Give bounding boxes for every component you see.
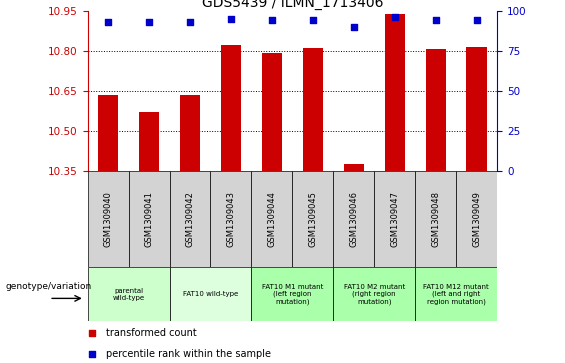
Text: FAT10 M1 mutant
(left region
mutation): FAT10 M1 mutant (left region mutation) xyxy=(262,284,323,305)
Text: GSM1309047: GSM1309047 xyxy=(390,191,399,247)
Text: FAT10 wild-type: FAT10 wild-type xyxy=(183,291,238,297)
Bar xyxy=(180,95,200,171)
Bar xyxy=(333,171,374,267)
Bar xyxy=(333,267,415,321)
Point xyxy=(349,24,358,30)
Text: GSM1309043: GSM1309043 xyxy=(227,191,236,247)
Bar xyxy=(467,47,487,171)
Bar xyxy=(139,112,159,171)
Bar xyxy=(88,171,129,267)
Bar xyxy=(415,171,457,267)
Bar xyxy=(385,13,405,171)
Bar xyxy=(374,171,415,267)
Bar xyxy=(129,171,170,267)
Text: GSM1309041: GSM1309041 xyxy=(145,191,154,246)
Point xyxy=(227,16,236,22)
Bar xyxy=(344,164,364,171)
Point xyxy=(431,17,440,23)
Title: GDS5439 / ILMN_1713406: GDS5439 / ILMN_1713406 xyxy=(202,0,383,10)
Point xyxy=(472,17,481,23)
Bar xyxy=(251,171,293,267)
Text: percentile rank within the sample: percentile rank within the sample xyxy=(106,349,271,359)
Text: parental
wild-type: parental wild-type xyxy=(112,287,145,301)
Text: FAT10 M2 mutant
(right region
mutation): FAT10 M2 mutant (right region mutation) xyxy=(344,284,405,305)
Bar xyxy=(303,48,323,171)
Text: GSM1309042: GSM1309042 xyxy=(185,191,194,246)
Point xyxy=(103,19,112,25)
Text: GSM1309044: GSM1309044 xyxy=(267,191,276,246)
Text: genotype/variation: genotype/variation xyxy=(6,282,92,291)
Bar xyxy=(170,267,251,321)
Bar xyxy=(251,267,333,321)
Point xyxy=(145,19,154,25)
Bar xyxy=(262,53,282,171)
Text: GSM1309048: GSM1309048 xyxy=(431,191,440,247)
Bar xyxy=(98,95,118,171)
Text: GSM1309040: GSM1309040 xyxy=(103,191,112,246)
Point xyxy=(308,17,318,23)
Point xyxy=(87,330,96,336)
Point xyxy=(267,17,276,23)
Text: GSM1309049: GSM1309049 xyxy=(472,191,481,246)
Bar xyxy=(170,171,210,267)
Text: GSM1309046: GSM1309046 xyxy=(349,191,358,247)
Text: transformed count: transformed count xyxy=(106,328,197,338)
Text: FAT10 M12 mutant
(left and right
region mutation): FAT10 M12 mutant (left and right region … xyxy=(423,284,489,305)
Bar xyxy=(88,267,170,321)
Bar xyxy=(457,171,497,267)
Point xyxy=(390,15,399,20)
Bar xyxy=(211,171,251,267)
Bar xyxy=(415,267,497,321)
Point xyxy=(87,351,96,357)
Bar xyxy=(293,171,333,267)
Bar xyxy=(221,45,241,171)
Bar xyxy=(425,49,446,171)
Text: GSM1309045: GSM1309045 xyxy=(308,191,318,246)
Point xyxy=(185,19,194,25)
